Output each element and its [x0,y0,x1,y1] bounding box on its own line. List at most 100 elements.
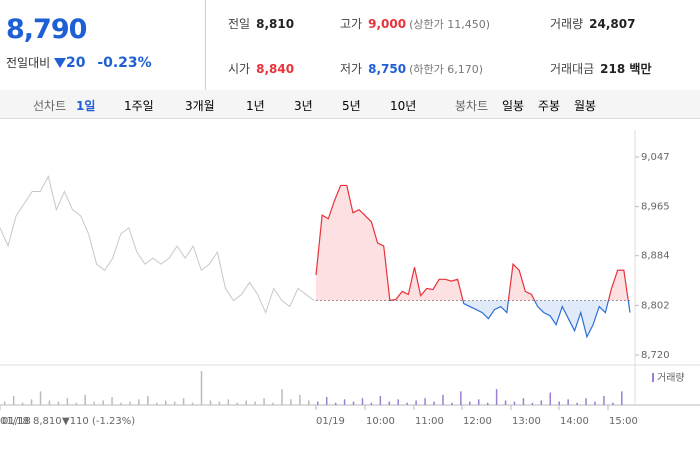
volume-bar [433,401,435,405]
volume-bar [263,398,265,405]
volume-bar [30,399,33,405]
y-tick-label: 9,047 [641,152,670,163]
volume-bar [272,402,274,405]
tab-label: 선차트 [33,99,67,113]
volume-bar [343,399,346,405]
volume-bar [200,371,203,405]
volume-bar [299,394,301,405]
volume-bar [129,401,131,405]
tab[interactable]: 월봉 [574,99,597,113]
volume-bar [227,399,230,405]
tab[interactable]: 5년 [342,99,361,113]
stat-value: 8,810 [256,17,295,31]
volume-bar [352,401,355,405]
volume-bar [254,401,256,405]
volume-bar [147,395,149,405]
volume-bar [66,398,69,405]
volume-bar [549,392,552,405]
x-tick-label: 12:00 [463,416,492,427]
volume-bar [397,399,399,405]
volume-bar [182,398,185,405]
volume-bar [156,402,158,405]
volume-bar [388,401,391,405]
volume-bar [540,400,543,405]
volume-bar [173,401,176,405]
volume-bar [370,402,373,405]
prev-line [0,174,315,314]
volume-bar [513,401,516,405]
price-panel: 8,790 전일대비 20 -0.23% [0,0,206,90]
volume-bar [486,402,489,405]
volume-bar [325,397,328,405]
volume-bar [111,397,113,405]
volume-bar [612,402,614,405]
volume-bar [334,402,337,405]
y-tick-label: 8,720 [641,350,670,361]
tab[interactable]: 1일 [76,99,96,113]
footer-change: ▼110 (-1.23%) [62,416,135,427]
volume-bar [621,391,623,405]
stat: 전일 8,810 [228,15,294,32]
tab[interactable]: 1년 [246,99,265,113]
tab-label: 봉차트 [455,99,489,113]
x-tick-label: 01/18 [0,416,29,427]
volume-bar [281,389,283,405]
x-tick-label: 10:00 [366,416,395,427]
stat: 시가 8,840 [228,60,294,77]
stat-note: (상한가 11,450) [409,18,490,31]
x-tick-label: 15:00 [609,416,638,427]
volume-bar [102,400,104,405]
volume-bar [379,395,382,405]
stat-value: 24,807 [589,17,636,31]
stat: 고가 9,000 (상한가 11,450) [340,15,490,32]
volume-bar [21,402,24,405]
stat-label: 거래대금 [550,62,595,76]
volume-bar [594,401,596,405]
volume-bar [48,400,51,405]
stat-value: 8,840 [256,62,295,76]
change-value: 20 [66,55,86,71]
volume-bar [4,401,6,405]
volume-bar [576,402,578,405]
tab[interactable]: 1주일 [124,99,154,113]
volume-bar [477,399,480,405]
x-tick-label: 13:00 [512,416,541,427]
stat: 저가 8,750 (하한가 6,170) [340,60,483,77]
volume-bar [75,402,78,405]
volume-bar [138,399,140,405]
stat-value: 8,750 [368,62,407,76]
x-tick-label: 14:00 [560,416,589,427]
volume-bar [460,391,462,405]
header: 8,790 전일대비 20 -0.23% 전일 8,810 고가 9,000 (상한가 … [0,0,700,91]
stat: 거래대금 218 백만 [550,60,651,77]
tab[interactable]: 10년 [390,99,417,113]
volume-bar [585,398,587,405]
stat: 거래량 24,807 [550,15,635,32]
footer-date: 01/18 [2,416,31,427]
line-up [315,184,629,301]
volume-bar [415,400,417,405]
volume-bar [236,402,239,405]
stat-value: 9,000 [368,17,407,31]
volume-bar [84,394,86,405]
volume-bar [558,401,560,405]
tab[interactable]: 주봉 [538,99,561,113]
volume-bar [245,400,247,405]
tab[interactable]: 3개월 [185,99,215,113]
tab[interactable]: 일봉 [502,99,525,113]
area-up [316,185,629,301]
volume-bar [424,398,426,405]
volume-bar [406,402,408,405]
volume-bar [504,400,507,405]
volume-bar [120,402,122,405]
volume-bar [191,402,194,405]
volume-bar [361,398,364,405]
stat-label: 고가 [340,17,363,31]
legend-swatch [652,373,654,382]
volume-bar [567,399,569,405]
tab[interactable]: 3년 [294,99,313,113]
x-tick-label: 11:00 [415,416,444,427]
line-down [389,300,631,339]
volume-bar [442,394,444,405]
y-tick-label: 8,965 [641,202,670,213]
